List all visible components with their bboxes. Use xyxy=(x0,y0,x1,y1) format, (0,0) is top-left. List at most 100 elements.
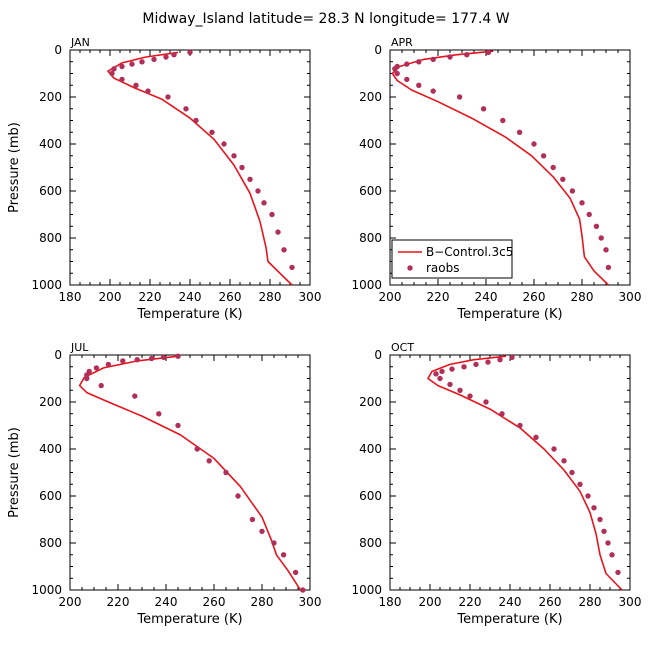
obs-point xyxy=(516,129,523,135)
plot-frame xyxy=(389,354,631,591)
obs-point xyxy=(145,88,151,94)
y-tick-label: 400 xyxy=(359,442,382,456)
obs-point xyxy=(449,366,455,372)
obs-point xyxy=(598,235,604,241)
x-tick-label: 280 xyxy=(579,595,602,609)
x-tick-label: 240 xyxy=(499,595,522,609)
obs-point xyxy=(129,61,135,67)
y-tick-label: 400 xyxy=(39,442,62,456)
obs-point xyxy=(156,411,162,417)
panel-label: JAN xyxy=(70,36,90,49)
obs-point xyxy=(139,59,145,65)
x-axis-label: Temperature (K) xyxy=(456,612,562,627)
x-tick-label: 220 xyxy=(427,290,450,304)
model-line xyxy=(391,50,609,286)
obs-point xyxy=(163,54,169,60)
obs-point xyxy=(255,188,261,194)
legend-box xyxy=(391,239,513,279)
x-tick-label: 260 xyxy=(219,290,242,304)
obs-point xyxy=(585,493,591,499)
obs-point xyxy=(467,393,473,399)
x-tick-label: 220 xyxy=(459,595,482,609)
y-tick-label: 0 xyxy=(374,348,382,362)
obs-point xyxy=(249,516,256,523)
obs-point xyxy=(404,76,410,83)
x-tick-label: 200 xyxy=(99,290,122,304)
panel-oct: 180 200 220 240 260 280 300 0 200 400 600 800 1000 OC… xyxy=(351,341,641,627)
x-tick-label: 260 xyxy=(203,595,226,609)
obs-point xyxy=(98,382,104,389)
x-tick-label: 280 xyxy=(259,290,282,304)
x-tick-label: 220 xyxy=(139,290,162,304)
obs-point xyxy=(531,141,537,147)
obs-point xyxy=(171,52,177,58)
x-axis-label: Temperature (K) xyxy=(136,307,242,322)
y-tick-label: 200 xyxy=(39,90,62,104)
obs-point xyxy=(456,94,463,100)
obs-point xyxy=(235,493,241,499)
obs-point xyxy=(261,200,267,206)
panel-jul: 200 220 240 260 280 300 0 200 400 600 800 1000 JUL Te… xyxy=(7,341,321,627)
obs-point xyxy=(561,458,567,464)
y-tick-label: 800 xyxy=(39,536,62,550)
obs-point xyxy=(134,357,140,363)
obs-point xyxy=(175,422,181,429)
panel-label: JUL xyxy=(70,341,89,354)
obs-point xyxy=(269,211,275,218)
y-tick-label: 600 xyxy=(359,184,382,198)
y-tick-label: 400 xyxy=(359,137,382,151)
obs-point xyxy=(591,505,597,511)
y-tick-label: 600 xyxy=(39,184,62,198)
x-tick-label: 280 xyxy=(571,290,594,304)
obs-point xyxy=(271,540,277,546)
obs-point xyxy=(148,355,155,362)
obs-point xyxy=(223,469,229,476)
obs-point xyxy=(497,357,503,363)
panel-jan: 180 200 220 240 260 280 300 0 200 400 600 800 1000 JA… xyxy=(7,36,321,322)
obs-point xyxy=(540,153,547,159)
obs-point xyxy=(533,434,539,440)
obs-point xyxy=(193,117,199,124)
obs-point xyxy=(280,552,287,558)
y-tick-label: 800 xyxy=(39,231,62,245)
obs-point xyxy=(603,247,609,253)
y-tick-label: 600 xyxy=(359,489,382,503)
legend: B−Control.3c5 raobs xyxy=(391,239,513,279)
y-tick-label: 1000 xyxy=(31,583,62,597)
obs-point xyxy=(206,458,212,464)
obs-point xyxy=(464,52,470,58)
obs-point xyxy=(221,141,227,147)
obs-point xyxy=(300,587,306,593)
obs-point xyxy=(485,359,491,365)
x-tick-label: 300 xyxy=(299,595,322,609)
x-tick-label: 300 xyxy=(619,290,642,304)
obs-point xyxy=(394,70,400,77)
panel-label: OCT xyxy=(391,341,414,354)
obs-point xyxy=(560,176,566,182)
obs-point xyxy=(605,540,611,546)
x-tick-label: 300 xyxy=(299,290,322,304)
obs-point xyxy=(281,247,287,253)
obs-point xyxy=(247,176,253,182)
obs-point xyxy=(133,82,139,89)
obs-point xyxy=(404,61,410,67)
y-tick-label: 0 xyxy=(54,348,62,362)
obs-point xyxy=(151,56,157,63)
x-tick-label: 220 xyxy=(107,595,130,609)
obs-point xyxy=(175,353,181,359)
y-tick-label: 1000 xyxy=(31,278,62,292)
x-tick-label: 200 xyxy=(419,595,442,609)
obs-point xyxy=(485,49,492,56)
obs-point xyxy=(120,358,126,364)
obs-point xyxy=(430,88,436,94)
obs-point xyxy=(433,371,439,377)
obs-point xyxy=(416,82,422,89)
model-line xyxy=(427,355,623,591)
legend-model-label: B−Control.3c5 xyxy=(426,245,513,259)
obs-point xyxy=(550,164,556,171)
y-tick-label: 200 xyxy=(39,395,62,409)
obs-point xyxy=(430,56,436,63)
y-tick-label: 0 xyxy=(374,43,382,57)
obs-point xyxy=(437,375,443,382)
obs-point xyxy=(392,66,398,72)
